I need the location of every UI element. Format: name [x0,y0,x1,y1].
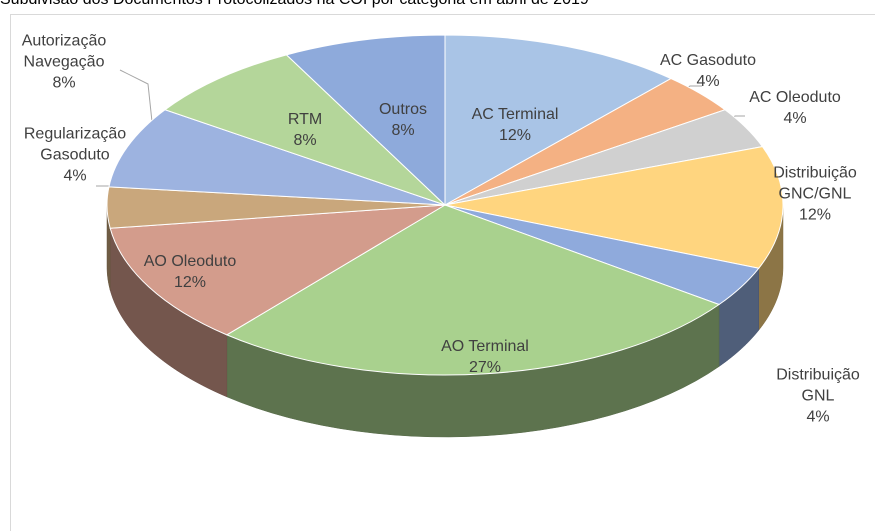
data-label: AC Terminal 12% [460,104,570,146]
label-value: 12% [173,274,207,291]
data-label: Regularização Gasoduto 4% [5,124,145,187]
label-value: 8% [52,74,76,92]
label-name: Autorização Navegação [21,32,107,71]
chart-frame [10,14,875,531]
label-value: 12% [798,206,832,224]
label-value: 4% [696,73,720,90]
label-name: AC Oleoduto [749,89,841,106]
data-label: Distribuição GNC/GNL 12% [760,163,870,226]
data-label: AO Oleoduto 12% [120,251,260,293]
slice [109,204,446,336]
chart-title: Subdivisão dos Documentos Protocolizados… [0,0,589,9]
slice [108,109,446,206]
data-label: AO Terminal 27% [415,336,555,378]
label-value: 4% [806,408,830,426]
slice [444,146,784,269]
label-name: AC Gasoduto [659,52,757,69]
label-name: Outros [378,101,427,118]
data-label: RTM 8% [275,109,335,151]
slice [225,204,721,376]
label-name: AO Terminal [441,338,529,355]
label-value: 27% [468,359,502,376]
pie-tops [106,34,784,376]
data-label: Distribuição GNL 4% [768,365,868,428]
label-name: Distribuição GNC/GNL [773,164,857,203]
data-label: AC Oleoduto 4% [740,87,850,129]
label-name: AO Oleoduto [143,253,237,270]
slice [444,34,673,206]
label-value: 8% [293,132,317,149]
data-label: Autorização Navegação 8% [0,31,134,94]
label-name: Regularização Gasoduto [23,125,127,164]
label-value: 8% [391,122,415,139]
data-label: Outros 8% [368,99,438,141]
label-name: Distribuição GNL [776,366,860,405]
label-value: 4% [783,110,807,127]
label-name: RTM [287,111,323,128]
label-name: AC Terminal [471,106,559,123]
label-value: 12% [498,127,532,144]
label-value: 4% [63,167,87,185]
slice [163,54,446,206]
data-label: AC Gasoduto 4% [653,50,763,92]
slice [285,34,446,207]
